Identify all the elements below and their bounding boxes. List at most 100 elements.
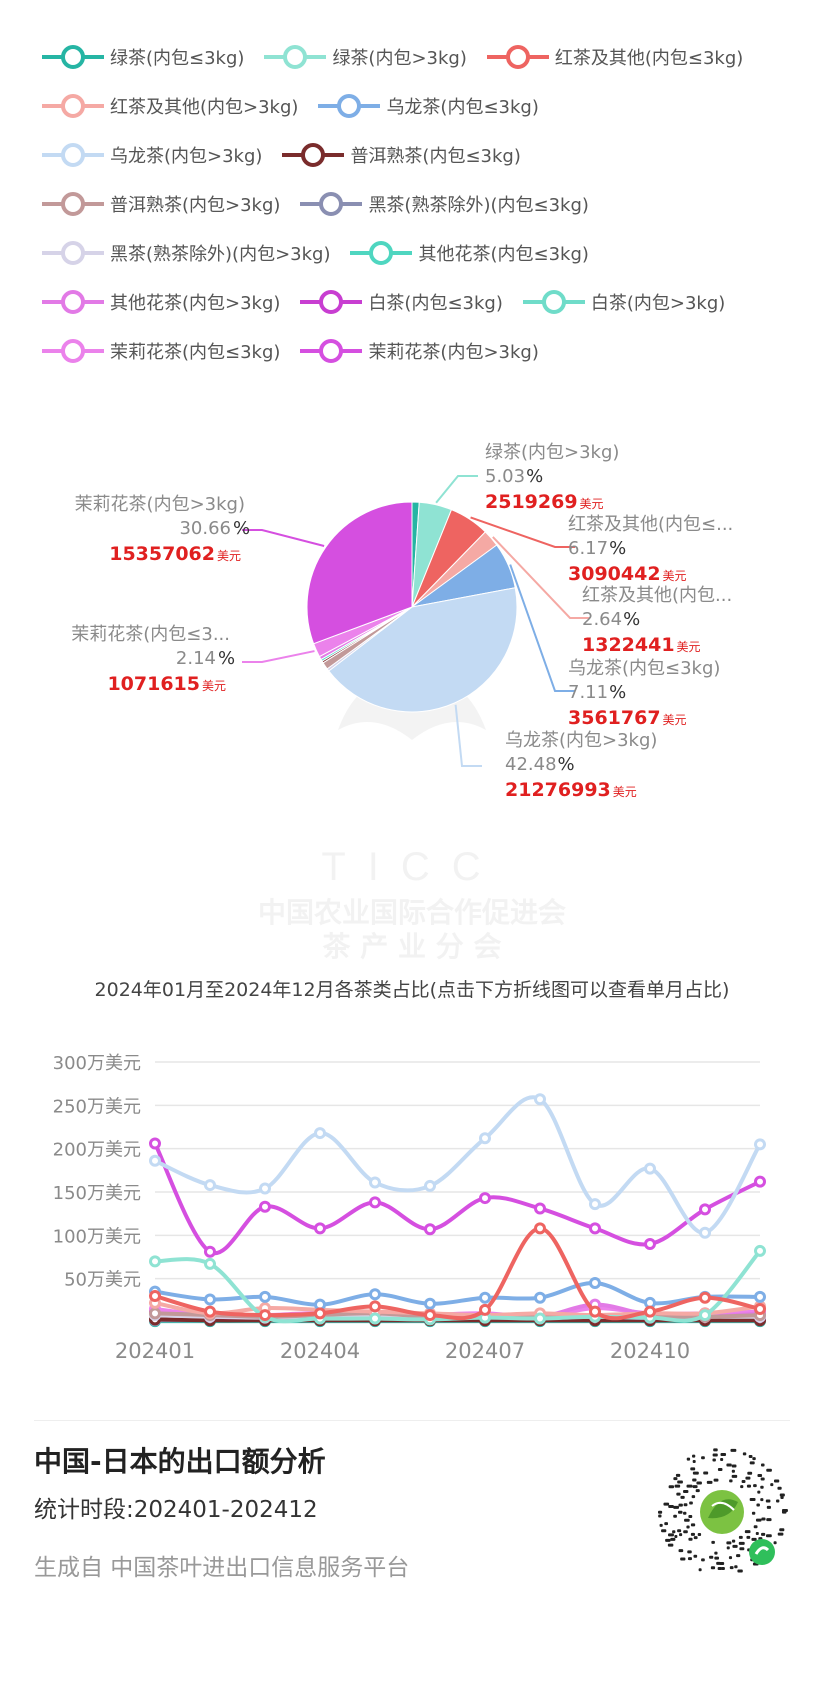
- qr-dot: [760, 1498, 764, 1502]
- data-point[interactable]: [424, 1297, 436, 1310]
- data-point[interactable]: [534, 1291, 546, 1304]
- legend-item[interactable]: 绿茶(内包>3kg): [262, 43, 467, 71]
- data-point[interactable]: [204, 1293, 216, 1306]
- qr-dot: [734, 1565, 738, 1569]
- qr-dot: [714, 1556, 720, 1560]
- qr-dot: [683, 1503, 688, 1507]
- qr-dot: [667, 1543, 674, 1547]
- data-point[interactable]: [479, 1303, 491, 1316]
- pie-chart[interactable]: TICC 中国农业国际合作促进会 茶 产 业 分 会 绿茶(内包>3kg) 5.0…: [0, 440, 824, 970]
- data-point[interactable]: [589, 1305, 601, 1318]
- data-point[interactable]: [204, 1257, 216, 1270]
- data-point[interactable]: [259, 1200, 271, 1213]
- data-point[interactable]: [534, 1222, 546, 1235]
- data-point[interactable]: [259, 1182, 271, 1195]
- data-point[interactable]: [534, 1312, 546, 1325]
- data-point[interactable]: [589, 1222, 601, 1235]
- legend-item[interactable]: 红茶及其他(内包>3kg): [40, 92, 298, 120]
- data-point[interactable]: [754, 1303, 766, 1315]
- data-point[interactable]: [699, 1309, 711, 1322]
- qr-dot: [703, 1471, 709, 1475]
- legend-item[interactable]: 白茶(内包≤3kg): [298, 288, 503, 316]
- qr-code-icon[interactable]: [650, 1440, 795, 1585]
- qr-dot: [683, 1511, 687, 1515]
- line-series-group[interactable]: [149, 1137, 766, 1258]
- data-point[interactable]: [369, 1176, 381, 1189]
- pie-leader-line: [492, 536, 590, 619]
- data-point[interactable]: [589, 1198, 601, 1211]
- data-point[interactable]: [479, 1132, 491, 1145]
- legend-item[interactable]: 绿茶(内包≤3kg): [40, 43, 244, 71]
- data-point[interactable]: [149, 1255, 161, 1268]
- line-series-group[interactable]: [149, 1222, 766, 1322]
- data-point[interactable]: [644, 1162, 656, 1175]
- data-point[interactable]: [204, 1245, 216, 1258]
- pie-slice[interactable]: [328, 587, 518, 713]
- data-point[interactable]: [754, 1138, 766, 1151]
- data-point[interactable]: [369, 1312, 381, 1325]
- qr-dot: [690, 1532, 695, 1536]
- data-point[interactable]: [149, 1137, 161, 1150]
- legend-marker-icon: [42, 191, 104, 216]
- legend-item[interactable]: 茉莉花茶(内包>3kg): [298, 337, 539, 365]
- legend-item[interactable]: 其他花茶(内包>3kg): [40, 288, 280, 316]
- pie-label-unit: 美元: [663, 569, 687, 583]
- data-point[interactable]: [314, 1127, 326, 1140]
- data-point[interactable]: [534, 1202, 546, 1215]
- line-series[interactable]: [149, 1093, 766, 1328]
- pie-label-percent-sign: %: [526, 466, 543, 487]
- data-point[interactable]: [369, 1288, 381, 1301]
- data-point[interactable]: [149, 1290, 161, 1302]
- data-point[interactable]: [314, 1222, 326, 1235]
- legend-item[interactable]: 其他花茶(内包≤3kg): [348, 239, 589, 267]
- series-line[interactable]: [153, 1142, 761, 1256]
- legend-item[interactable]: 红茶及其他(内包≤3kg): [485, 43, 743, 71]
- legend-item[interactable]: 乌龙茶(内包>3kg): [40, 141, 262, 169]
- data-point[interactable]: [259, 1290, 271, 1303]
- data-point[interactable]: [314, 1307, 326, 1320]
- legend-item[interactable]: 白茶(内包>3kg): [521, 288, 725, 316]
- line-series-group[interactable]: [149, 1093, 766, 1239]
- data-point[interactable]: [699, 1203, 711, 1216]
- data-point[interactable]: [259, 1309, 271, 1322]
- data-point[interactable]: [479, 1291, 491, 1304]
- pie-slices[interactable]: [306, 501, 518, 713]
- data-point[interactable]: [534, 1093, 546, 1106]
- data-point[interactable]: [644, 1238, 656, 1250]
- data-point[interactable]: [479, 1192, 491, 1205]
- data-point[interactable]: [699, 1226, 711, 1239]
- pie-label-percent: 42.48: [505, 754, 557, 775]
- data-point[interactable]: [644, 1305, 656, 1318]
- data-point[interactable]: [424, 1309, 436, 1322]
- pie-label-percent: 2.14: [176, 648, 216, 669]
- qr-dot: [691, 1495, 696, 1499]
- qr-dot: [686, 1457, 691, 1461]
- data-point[interactable]: [699, 1291, 711, 1304]
- legend-marker-icon: [42, 289, 104, 314]
- data-point[interactable]: [754, 1244, 766, 1257]
- line-chart[interactable]: 50万美元 100万美元 150万美元 200万美元 250万美元 300万美元 20240…: [0, 1030, 824, 1400]
- data-point[interactable]: [754, 1175, 766, 1188]
- data-point[interactable]: [424, 1179, 436, 1192]
- data-point[interactable]: [204, 1179, 216, 1192]
- legend-item[interactable]: 乌龙茶(内包≤3kg): [316, 92, 539, 120]
- legend-item[interactable]: 黑茶(熟茶除外)(内包>3kg): [40, 239, 330, 267]
- data-point[interactable]: [424, 1223, 436, 1236]
- data-point[interactable]: [589, 1277, 601, 1289]
- legend-label: 茉莉花茶(内包≤3kg): [110, 341, 281, 363]
- data-point[interactable]: [204, 1305, 216, 1318]
- pie-slice[interactable]: [306, 501, 413, 645]
- data-point[interactable]: [754, 1290, 766, 1303]
- legend-item[interactable]: 普洱熟茶(内包≤3kg): [280, 141, 521, 169]
- legend-item[interactable]: 黑茶(熟茶除外)(内包≤3kg): [298, 190, 589, 218]
- legend-item[interactable]: 普洱熟茶(内包>3kg): [40, 190, 280, 218]
- data-point[interactable]: [149, 1154, 161, 1167]
- data-point[interactable]: [149, 1307, 161, 1320]
- data-point[interactable]: [369, 1196, 381, 1209]
- qr-dot: [740, 1485, 744, 1489]
- y-tick-label: 50万美元: [64, 1270, 141, 1291]
- series-line[interactable]: [154, 1226, 761, 1321]
- legend-item[interactable]: 茉莉花茶(内包≤3kg): [40, 337, 280, 365]
- qr-dot: [677, 1529, 682, 1533]
- data-point[interactable]: [369, 1300, 381, 1313]
